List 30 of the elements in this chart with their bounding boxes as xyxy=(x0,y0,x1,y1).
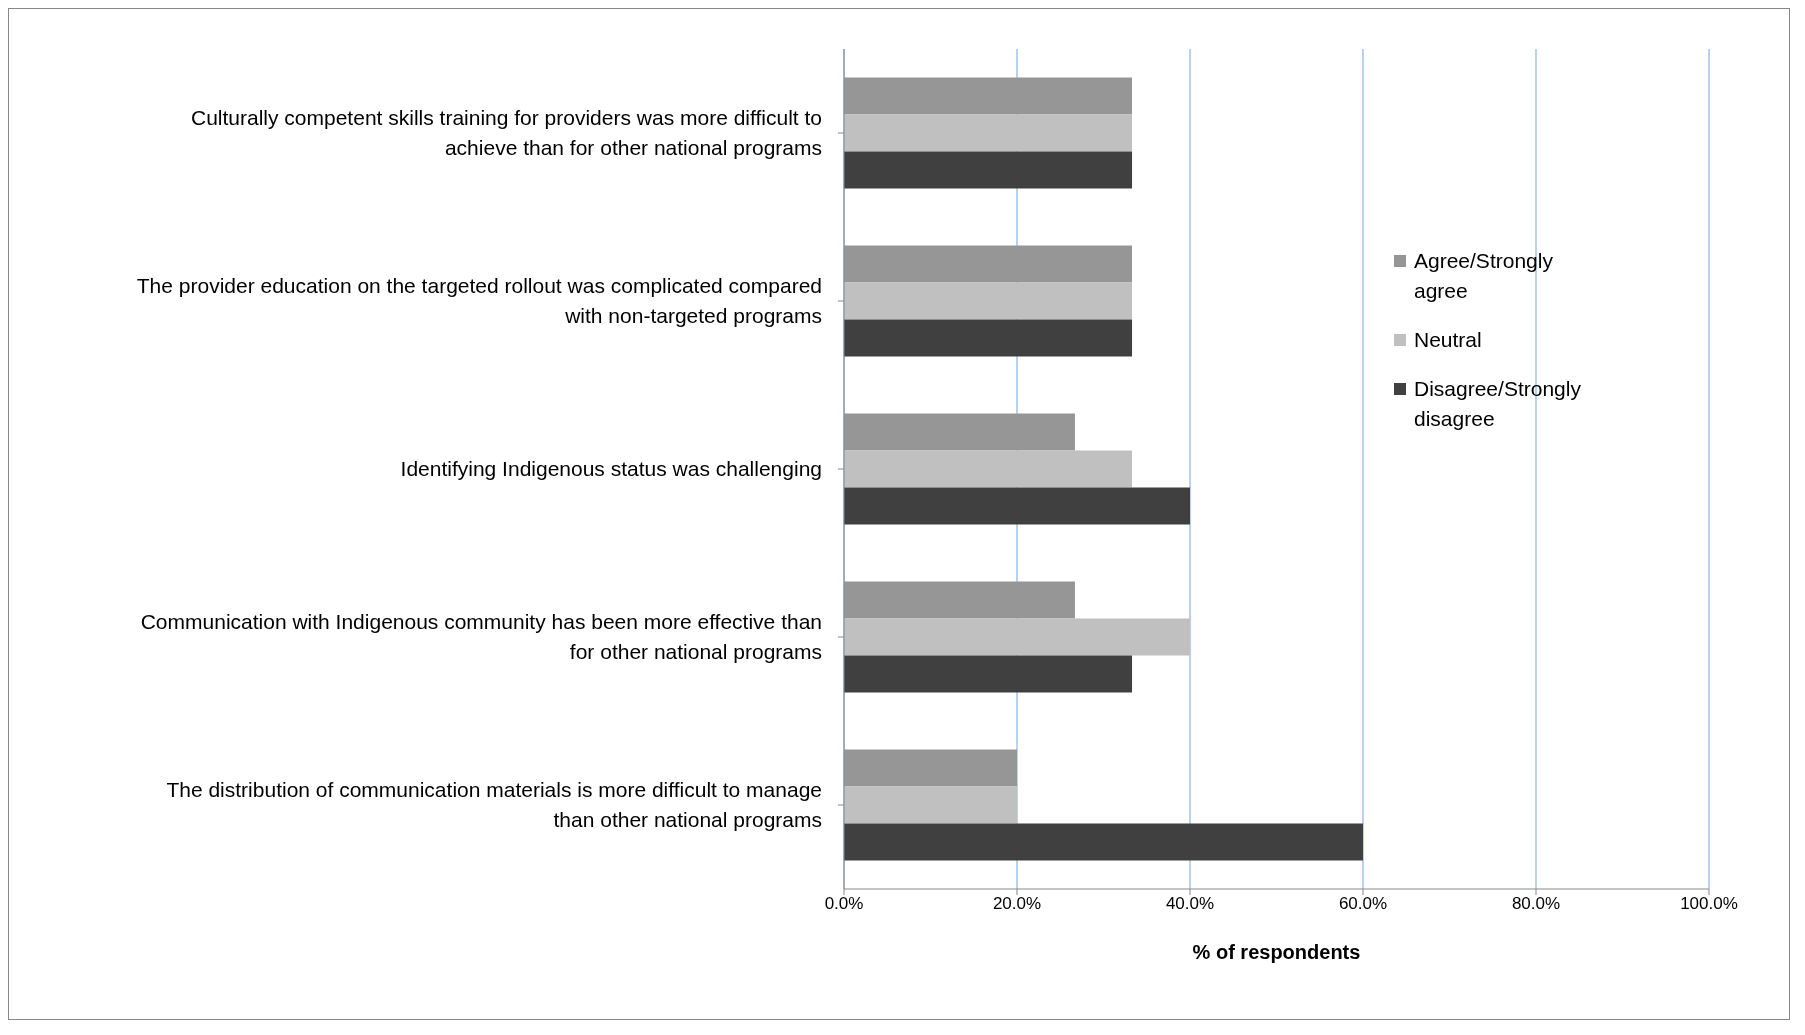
bar xyxy=(844,655,1133,693)
bar xyxy=(844,151,1133,189)
x-tick-label: 0.0% xyxy=(824,894,864,914)
x-axis-title: % of respondents xyxy=(1192,941,1361,963)
bar xyxy=(844,245,1133,283)
bar xyxy=(844,77,1133,115)
x-tick-label: 60.0% xyxy=(1338,894,1388,914)
bar xyxy=(844,114,1133,152)
legend-label: Neutral xyxy=(1414,327,1482,353)
bar xyxy=(844,282,1133,320)
legend-label: Disagree/Strongly disagree xyxy=(1414,376,1582,432)
bar xyxy=(844,581,1075,619)
bar xyxy=(844,749,1017,787)
bar xyxy=(844,413,1075,451)
legend-label: Agree/Strongly agree xyxy=(1414,248,1554,304)
bar xyxy=(844,450,1133,488)
x-tick-label: 40.0% xyxy=(1165,894,1215,914)
y-tick-label: The distribution of communication materials is more difficult to manage than other national programs xyxy=(166,778,822,831)
bar xyxy=(844,786,1017,824)
bar xyxy=(844,319,1133,357)
x-tick-label: 100.0% xyxy=(1680,894,1738,914)
bar xyxy=(844,487,1190,525)
bar xyxy=(844,618,1190,656)
y-tick-label: Identifying Indigenous status was challenging xyxy=(400,457,822,480)
y-tick-label: Communication with Indigenous community has been more effective than for other national programs xyxy=(140,610,822,663)
y-tick-label: Culturally competent skills training for providers was more difficult to achieve than for other national programs xyxy=(190,106,822,159)
y-tick-label: The provider education on the targeted rollout was complicated compared with non-targeted programs xyxy=(136,274,822,327)
x-tick-label: 20.0% xyxy=(992,894,1042,914)
bar xyxy=(844,823,1363,861)
x-tick-label: 80.0% xyxy=(1511,894,1561,914)
